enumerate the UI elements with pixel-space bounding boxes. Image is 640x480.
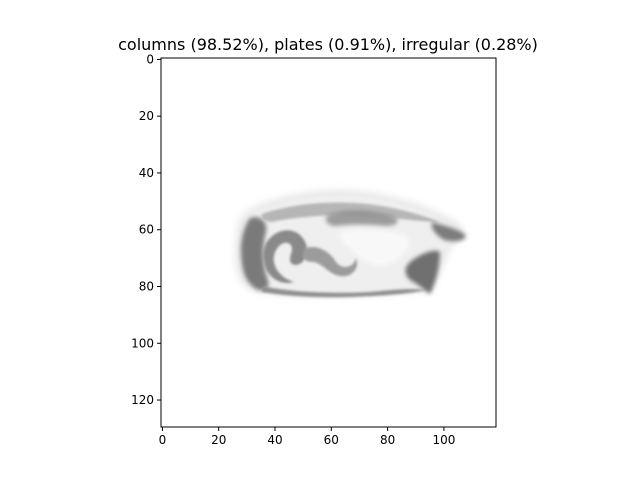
y-tick-label: 60: [139, 223, 154, 237]
x-tick-label: 60: [324, 433, 339, 447]
x-axis: 0 20 40 60 80 100: [159, 427, 455, 447]
y-tick-label: 120: [131, 393, 154, 407]
y-tick-label: 40: [139, 166, 154, 180]
x-tick-label: 0: [159, 433, 167, 447]
y-tick-label: 80: [139, 279, 154, 293]
crystal-swirl-1: [263, 230, 307, 284]
x-tick-label: 20: [211, 433, 226, 447]
axes-frame: [160, 57, 497, 428]
y-tick-label: 100: [131, 336, 154, 350]
figure-title: columns (98.52%), plates (0.91%), irregu…: [118, 35, 538, 54]
y-tick-label: 0: [146, 52, 154, 66]
crystal-highlight: [340, 229, 409, 266]
x-tick-label: 80: [380, 433, 395, 447]
crystal-swirl-2: [302, 246, 358, 277]
y-axis: 0 20 40 60 80 100 120: [131, 52, 161, 407]
crystal-bottom-edge: [262, 286, 426, 298]
crystal-left-cap: [240, 217, 269, 291]
x-tick-label: 40: [267, 433, 282, 447]
y-tick-label: 20: [139, 109, 154, 123]
crystal-right-tip: [431, 222, 466, 242]
crystal-image: [234, 189, 466, 298]
x-tick-label: 100: [432, 433, 455, 447]
crystal-top-band: [325, 210, 398, 226]
crystal-right-wedge: [405, 250, 440, 294]
